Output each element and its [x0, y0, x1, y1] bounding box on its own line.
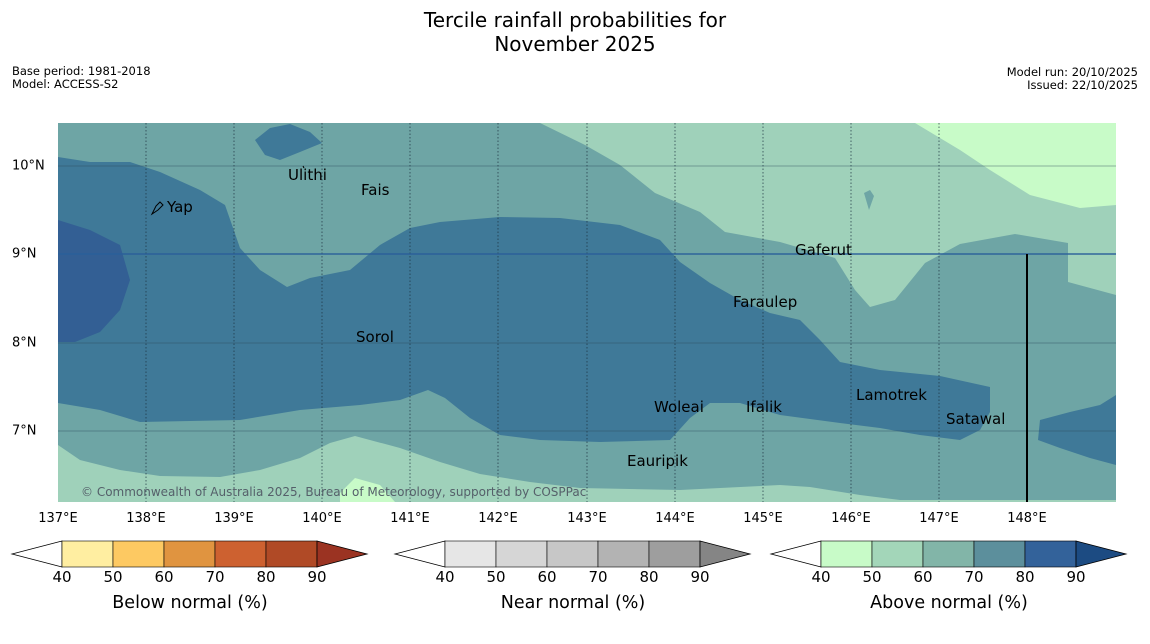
below-colorbar-tick: 40: [52, 568, 72, 586]
lon-label-143: 143°E: [567, 511, 607, 526]
lon-label-144: 144°E: [655, 511, 695, 526]
below-colorbar-segment: [163, 540, 216, 568]
fais-island-icon: [362, 183, 365, 187]
issued-date: Issued: 22/10/2025: [1027, 78, 1138, 92]
near-colorbar-segment: [495, 540, 548, 568]
lon-label-138: 138°E: [126, 511, 166, 526]
forecast-map: [58, 123, 1116, 502]
colorbar-below: [10, 540, 369, 568]
above-colorbar-tick: 80: [1015, 568, 1035, 586]
region-above-70-80-west: [58, 220, 130, 342]
lon-label-142: 142°E: [478, 511, 518, 526]
near-colorbar-tick: 90: [690, 568, 710, 586]
near-colorbar-tick: 70: [588, 568, 608, 586]
below-colorbar-segment: [112, 540, 165, 568]
place-satawal: Satawal: [946, 410, 1006, 428]
lon-label-147: 147°E: [919, 511, 959, 526]
title-line-2: November 2025: [494, 32, 656, 56]
lon-label-137: 137°E: [38, 511, 78, 526]
above-colorbar-segment: [871, 540, 924, 568]
region-above-40-50-south: [58, 436, 1116, 502]
below-colorbar-max-arrow: [316, 540, 369, 568]
above-colorbar-tick: 90: [1066, 568, 1086, 586]
meta-left: Base period: 1981-2018 Model: ACCESS-S2: [12, 65, 151, 91]
lat-label-7n: 7°N: [12, 423, 37, 439]
lat-label-8n: 8°N: [12, 335, 37, 351]
below-colorbar-segment: [265, 540, 318, 568]
above-colorbar-tick: 70: [964, 568, 984, 586]
place-ifalik: Ifalik: [746, 398, 782, 416]
place-sorol: Sorol: [356, 328, 394, 346]
near-colorbar-segment: [444, 540, 497, 568]
near-colorbar-tick: 40: [435, 568, 455, 586]
model-run: Model run: 20/10/2025: [1006, 65, 1138, 79]
place-lamotrek: Lamotrek: [856, 386, 927, 404]
near-colorbar-max-arrow: [699, 540, 752, 568]
above-colorbar-segment: [820, 540, 873, 568]
place-yap: Yap: [167, 198, 193, 216]
base-period: Base period: 1981-2018: [12, 64, 151, 78]
lon-label-146: 146°E: [831, 511, 871, 526]
region-above-30-40-south: [340, 478, 395, 502]
place-gaferut: Gaferut: [795, 241, 852, 259]
model-name: Model: ACCESS-S2: [12, 77, 119, 91]
lon-label-140: 140°E: [302, 511, 342, 526]
near-colorbar-segment: [597, 540, 650, 568]
yap-island-icon: [150, 201, 164, 216]
region-above-60-70-east-patch: [1038, 395, 1116, 465]
near-colorbar-min-arrow: [393, 540, 446, 568]
colorbar-above: [769, 540, 1128, 568]
meta-right: Model run: 20/10/2025 Issued: 22/10/2025: [1007, 66, 1138, 92]
below-colorbar-segment: [61, 540, 114, 568]
above-colorbar-min-arrow: [769, 540, 822, 568]
near-colorbar-segment: [648, 540, 701, 568]
title-line-1: Tercile rainfall probabilities for: [423, 8, 727, 32]
copyright-notice: © Commonwealth of Australia 2025, Bureau…: [81, 485, 587, 499]
below-colorbar-min-arrow: [10, 540, 63, 568]
colorbar-above-title: Above normal (%): [870, 593, 1028, 613]
near-colorbar-tick: 80: [639, 568, 659, 586]
lat-label-10n: 10°N: [12, 158, 45, 174]
lon-label-139: 139°E: [214, 511, 254, 526]
above-colorbar-segment: [973, 540, 1026, 568]
region-above-60-70-north-patch: [255, 124, 322, 160]
place-faraulep: Faraulep: [733, 293, 798, 311]
below-colorbar-tick: 80: [256, 568, 276, 586]
above-colorbar-tick: 60: [913, 568, 933, 586]
below-colorbar-tick: 90: [307, 568, 327, 586]
ulithi-island-icon: [302, 165, 305, 169]
colorbars: [10, 540, 1128, 568]
latitude-gridlines: [58, 165, 1116, 432]
colorbar-near: [393, 540, 752, 568]
island-markers: [150, 165, 365, 216]
near-colorbar-segment: [546, 540, 599, 568]
place-woleai: Woleai: [654, 398, 704, 416]
region-above-30-40-northeast: [915, 123, 1116, 208]
longitude-gridlines: [145, 123, 940, 502]
above-colorbar-tick: 50: [862, 568, 882, 586]
below-colorbar-tick: 50: [103, 568, 123, 586]
colorbar-below-title: Below normal (%): [112, 593, 268, 613]
region-small-marker: [864, 190, 874, 210]
below-colorbar-tick: 60: [154, 568, 174, 586]
place-eauripik: Eauripik: [627, 452, 688, 470]
near-colorbar-tick: 50: [486, 568, 506, 586]
below-colorbar-tick: 70: [205, 568, 225, 586]
below-colorbar-segment: [214, 540, 267, 568]
lat-label-9n: 9°N: [12, 246, 37, 262]
place-ulithi: Ulithi: [288, 166, 327, 184]
chart-title: Tercile rainfall probabilities for Novem…: [0, 8, 1150, 56]
lon-label-141: 141°E: [390, 511, 430, 526]
region-above-60-70: [58, 157, 990, 442]
colorbar-near-title: Near normal (%): [500, 593, 646, 613]
region-above-40-50-north: [540, 123, 1116, 307]
above-colorbar-max-arrow: [1075, 540, 1128, 568]
lon-label-148: 148°E: [1007, 511, 1047, 526]
place-fais: Fais: [361, 181, 390, 199]
above-colorbar-segment: [1024, 540, 1077, 568]
lon-label-145: 145°E: [743, 511, 783, 526]
above-colorbar-tick: 40: [811, 568, 831, 586]
near-colorbar-tick: 60: [537, 568, 557, 586]
above-colorbar-segment: [922, 540, 975, 568]
